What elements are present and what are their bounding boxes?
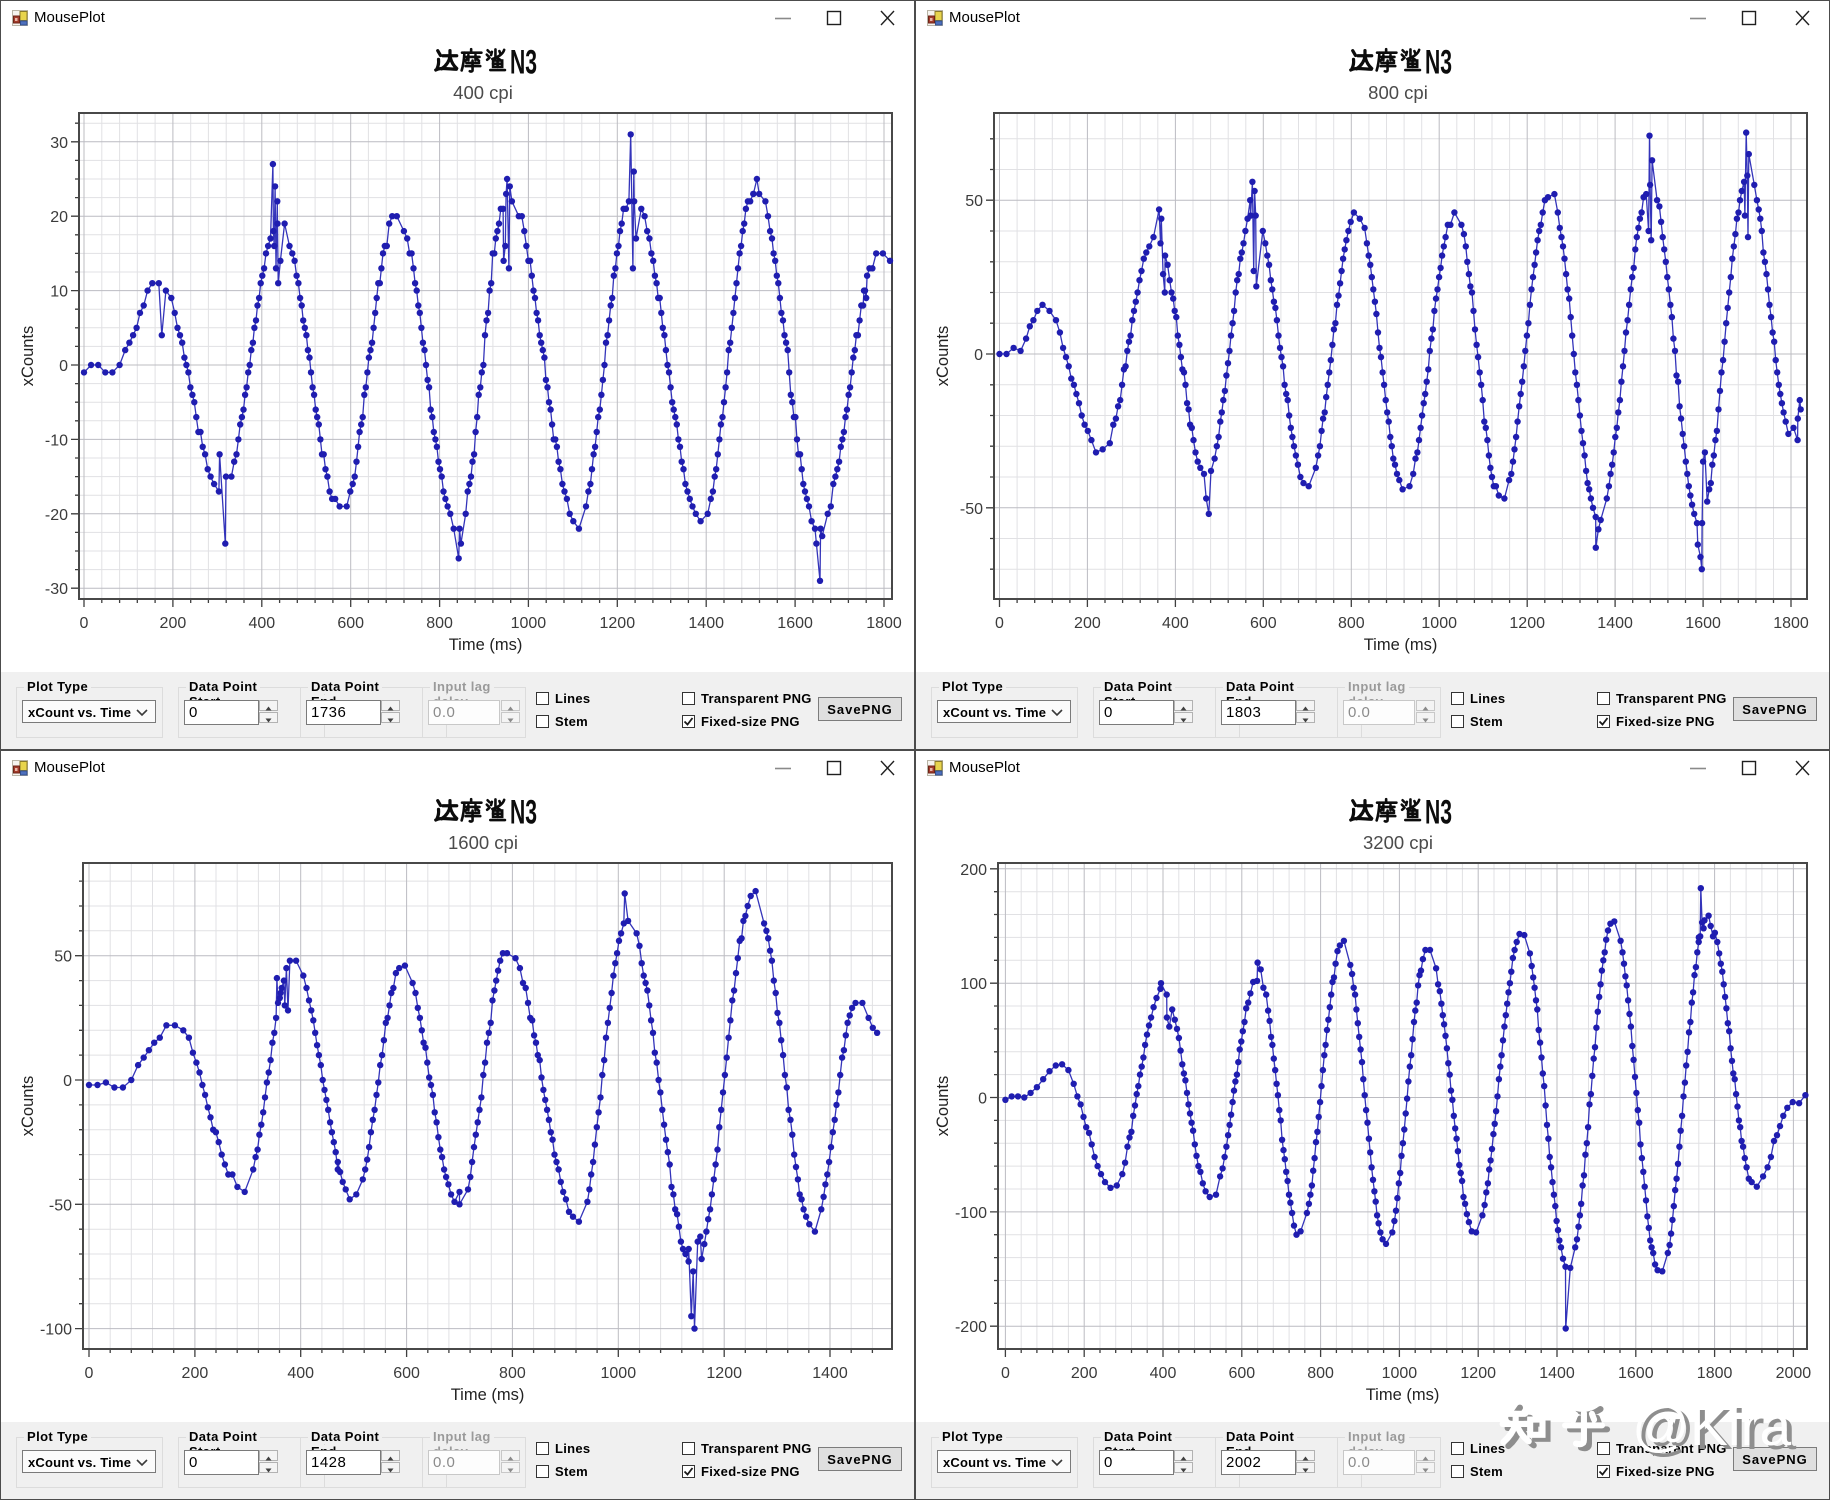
svg-text:1400: 1400 — [1539, 1365, 1575, 1382]
svg-text:400: 400 — [287, 1365, 314, 1382]
svg-text:1400: 1400 — [688, 615, 724, 632]
svg-text:N3: N3 — [1425, 796, 1452, 828]
svg-text:400: 400 — [1162, 615, 1189, 632]
svg-text:200: 200 — [960, 862, 987, 879]
svg-text:1200: 1200 — [1509, 615, 1545, 632]
svg-text:800: 800 — [1307, 1365, 1334, 1382]
svg-text:1600: 1600 — [1685, 615, 1721, 632]
svg-text:0: 0 — [1001, 1365, 1010, 1382]
svg-text:600: 600 — [1250, 615, 1277, 632]
svg-text:600: 600 — [393, 1365, 420, 1382]
svg-text:1800: 1800 — [1773, 615, 1809, 632]
svg-text:200: 200 — [160, 615, 187, 632]
svg-text:0: 0 — [995, 615, 1004, 632]
svg-text:-10: -10 — [45, 432, 68, 449]
svg-text:xCounts: xCounts — [19, 326, 37, 387]
svg-text:800: 800 — [499, 1365, 526, 1382]
svg-text:1000: 1000 — [601, 1365, 637, 1382]
svg-text:Time (ms): Time (ms) — [451, 1386, 525, 1404]
svg-text:N3: N3 — [510, 46, 537, 78]
svg-text:0: 0 — [59, 358, 68, 375]
svg-text:1800: 1800 — [1697, 1365, 1733, 1382]
svg-text:N3: N3 — [1425, 46, 1452, 78]
svg-text:200: 200 — [1074, 615, 1101, 632]
svg-text:1400: 1400 — [812, 1365, 848, 1382]
svg-text:xCounts: xCounts — [19, 1076, 37, 1137]
svg-text:-20: -20 — [45, 507, 68, 524]
svg-text:-100: -100 — [955, 1205, 987, 1222]
svg-text:800: 800 — [426, 615, 453, 632]
svg-text:50: 50 — [965, 193, 983, 210]
svg-text:0: 0 — [63, 1073, 72, 1090]
svg-text:N3: N3 — [510, 796, 537, 828]
svg-text:1200: 1200 — [1460, 1365, 1496, 1382]
svg-text:Time (ms): Time (ms) — [449, 636, 523, 654]
svg-text:1000: 1000 — [1382, 1365, 1418, 1382]
svg-text:Time (ms): Time (ms) — [1366, 1386, 1440, 1404]
svg-text:1800: 1800 — [866, 615, 902, 632]
svg-text:600: 600 — [337, 615, 364, 632]
svg-text:-30: -30 — [45, 581, 68, 598]
svg-text:0: 0 — [80, 615, 89, 632]
svg-text:30: 30 — [50, 135, 68, 152]
svg-text:2000: 2000 — [1776, 1365, 1812, 1382]
svg-text:800: 800 — [1338, 615, 1365, 632]
svg-text:Time (ms): Time (ms) — [1364, 636, 1438, 654]
svg-text:100: 100 — [960, 976, 987, 993]
svg-text:20: 20 — [50, 209, 68, 226]
svg-text:400: 400 — [248, 615, 275, 632]
svg-text:-50: -50 — [49, 1197, 72, 1214]
svg-text:200: 200 — [1071, 1365, 1098, 1382]
svg-text:1600: 1600 — [1618, 1365, 1654, 1382]
svg-text:0: 0 — [974, 347, 983, 364]
svg-text:400: 400 — [1150, 1365, 1177, 1382]
svg-text:50: 50 — [54, 949, 72, 966]
svg-text:1000: 1000 — [1421, 615, 1457, 632]
svg-text:1200: 1200 — [706, 1365, 742, 1382]
svg-text:10: 10 — [50, 284, 68, 301]
svg-text:-50: -50 — [960, 501, 983, 518]
svg-text:xCounts: xCounts — [934, 326, 952, 387]
svg-text:-100: -100 — [40, 1322, 72, 1339]
svg-text:1000: 1000 — [511, 615, 547, 632]
svg-text:1400: 1400 — [1597, 615, 1633, 632]
svg-text:1200: 1200 — [600, 615, 636, 632]
svg-text:-200: -200 — [955, 1319, 987, 1336]
svg-text:xCounts: xCounts — [934, 1076, 952, 1137]
svg-text:0: 0 — [978, 1091, 987, 1108]
svg-text:200: 200 — [182, 1365, 209, 1382]
svg-text:0: 0 — [85, 1365, 94, 1382]
svg-text:1600: 1600 — [777, 615, 813, 632]
svg-text:600: 600 — [1228, 1365, 1255, 1382]
